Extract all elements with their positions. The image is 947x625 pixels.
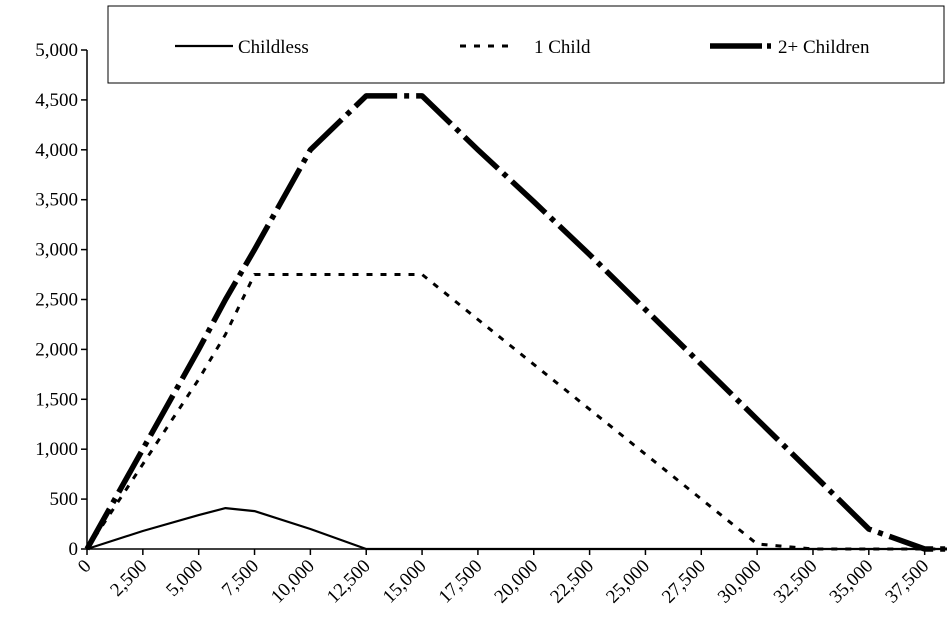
y-tick-label: 2,000 — [35, 339, 78, 360]
legend-item-childless: Childless — [175, 37, 309, 58]
y-tick-label: 1,500 — [35, 389, 78, 410]
x-axis-ticks: 0 2,500 5,000 7,500 10,000 12,500 15,000 17,500… — [74, 549, 933, 607]
legend-item-2plus-children: 2+ Children — [710, 37, 870, 58]
y-tick-label: 2,500 — [35, 290, 78, 311]
series-line-1-child — [85, 273, 947, 551]
y-tick-label: 0 — [69, 539, 79, 560]
legend-label-2plus-children: 2+ Children — [778, 37, 870, 58]
x-tick-label: 7,500 — [218, 556, 263, 601]
y-tick-label: 500 — [50, 489, 79, 510]
x-tick-label: 17,500 — [435, 556, 487, 608]
x-tick-label: 5,000 — [162, 556, 207, 601]
series-line-childless — [86, 507, 947, 551]
legend-label-1-child: 1 Child — [534, 37, 591, 58]
x-tick-label: 27,500 — [658, 556, 710, 608]
chart-legend: Childless 1 Child 2+ Children — [107, 5, 945, 84]
y-tick-label: 4,000 — [35, 140, 78, 161]
series-line-2-children — [84, 93, 947, 552]
x-tick-label: 37,500 — [881, 556, 933, 608]
x-tick-label: 35,000 — [826, 556, 878, 608]
x-tick-label: 25,000 — [602, 556, 654, 608]
x-tick-label: 30,000 — [714, 556, 766, 608]
chart-axes — [86, 50, 947, 550]
x-tick-label: 12,500 — [323, 556, 375, 608]
x-tick-label: 32,500 — [770, 556, 822, 608]
x-tick-label: 15,000 — [379, 556, 431, 608]
legend-box — [107, 5, 945, 84]
x-tick-label: 22,500 — [546, 556, 598, 608]
y-tick-label: 1,000 — [35, 439, 78, 460]
legend-item-1-child: 1 Child — [460, 37, 591, 58]
x-tick-label: 0 — [74, 556, 96, 578]
y-tick-label: 3,000 — [35, 240, 78, 261]
y-tick-label: 5,000 — [35, 40, 78, 61]
x-tick-label: 10,000 — [267, 556, 319, 608]
y-tick-label: 3,500 — [35, 190, 78, 211]
y-axis-ticks: 0 500 1,000 1,500 2,000 2,500 3,000 3,500 4,000 4… — [35, 40, 87, 560]
chart-series — [84, 93, 947, 552]
legend-label-childless: Childless — [238, 37, 309, 58]
y-tick-label: 4,500 — [35, 90, 78, 111]
x-tick-label: 20,000 — [490, 556, 542, 608]
x-tick-label: 2,500 — [106, 556, 151, 601]
